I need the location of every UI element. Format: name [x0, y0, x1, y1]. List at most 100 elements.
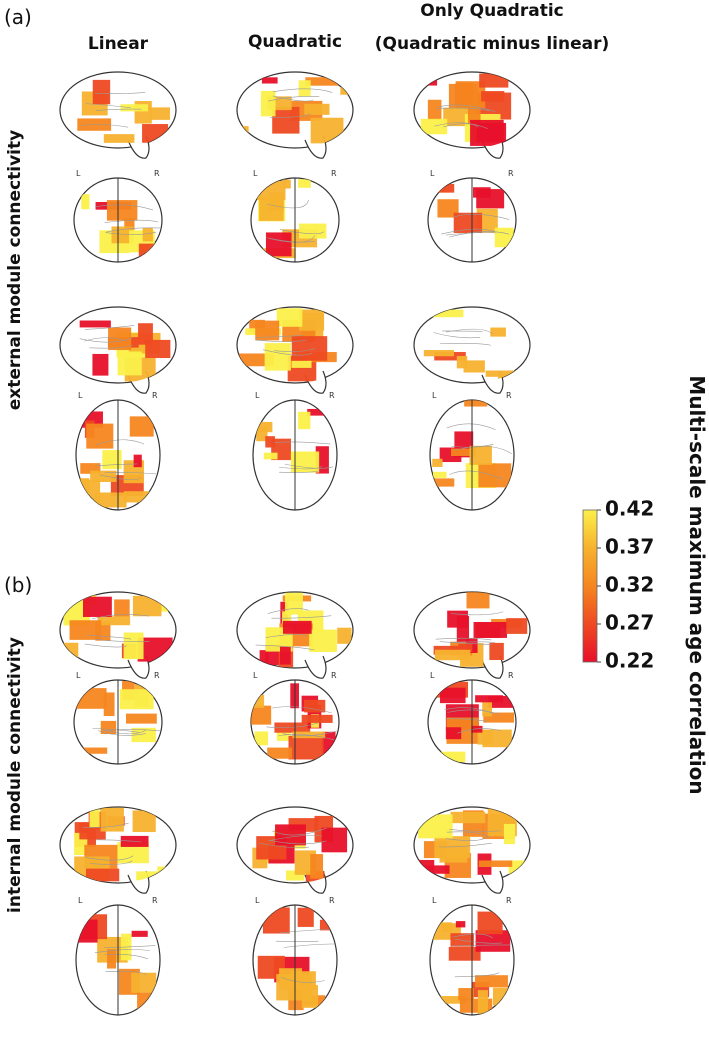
activation-blob [265, 343, 291, 370]
activation-blob [86, 424, 113, 449]
brain-view [414, 592, 530, 678]
orientation-label: L [255, 391, 260, 400]
colorbar-scale [583, 510, 597, 662]
colorbar-label: Multi-scale maximum age correlation [685, 375, 709, 794]
activation-blob [299, 224, 326, 239]
activation-blob [269, 193, 283, 212]
orientation-label: L [78, 391, 83, 400]
orientation-label: R [152, 896, 158, 905]
activation-blob [277, 308, 303, 326]
colorbar-tick-label: 0.42 [605, 497, 654, 521]
activation-blob [132, 931, 148, 937]
orientation-label: L [432, 391, 437, 400]
activation-blob [490, 328, 506, 337]
activation-blob [482, 702, 492, 717]
activation-blob [307, 409, 333, 416]
brain-view [414, 307, 530, 393]
activation-blob [272, 107, 299, 134]
activation-blob [77, 480, 100, 506]
activation-blob [298, 179, 311, 188]
activation-blob [421, 119, 447, 134]
activation-blob [267, 748, 292, 759]
brain-view [237, 592, 353, 678]
activation-blob [482, 730, 511, 748]
activation-blob [424, 350, 454, 356]
activation-blob [102, 450, 121, 469]
orientation-label: R [329, 896, 335, 905]
activation-blob [289, 736, 324, 759]
activation-blob [120, 689, 154, 709]
activation-blob [133, 596, 161, 616]
orientation-label: R [152, 391, 158, 400]
activation-blob [291, 361, 311, 368]
activation-blob [474, 622, 507, 638]
activation-blob [337, 628, 351, 644]
activation-blob [322, 828, 348, 853]
activation-blob [432, 459, 442, 467]
activation-blob [495, 228, 514, 247]
activation-blob [447, 611, 468, 628]
activation-blob [83, 748, 108, 754]
activation-blob [479, 860, 512, 867]
activation-blob [435, 752, 466, 762]
orientation-label: R [331, 671, 337, 680]
activation-blob [114, 599, 130, 616]
activation-blob [70, 620, 102, 640]
colorbar-tick-label: 0.22 [605, 649, 654, 673]
colorbar-tick-label: 0.27 [605, 611, 654, 635]
activation-blob [126, 714, 157, 724]
activation-blob [98, 616, 130, 625]
activation-blob [80, 321, 111, 328]
activation-blob [101, 808, 124, 832]
activation-blob [477, 123, 506, 142]
activation-blob [457, 356, 467, 368]
activation-blob [304, 104, 329, 115]
activation-blob [456, 921, 465, 927]
activation-blob [481, 91, 504, 101]
column-header: (Quadratic minus linear) [375, 34, 609, 54]
column-header: Quadratic [248, 32, 342, 52]
column-header: Only Quadratic [420, 1, 563, 21]
orientation-label: L [432, 896, 437, 905]
orientation-label: L [430, 169, 435, 178]
brain-view [60, 72, 176, 158]
activation-blob [104, 692, 115, 716]
activation-blob [467, 592, 490, 608]
activation-blob [310, 854, 323, 879]
activation-blob [120, 104, 148, 111]
brain-view [237, 807, 353, 893]
activation-blob [506, 618, 527, 634]
orientation-label: R [329, 391, 335, 400]
brain-view [414, 807, 530, 893]
orientation-label: L [430, 671, 435, 680]
activation-blob [265, 436, 275, 447]
orientation-label: R [154, 169, 160, 178]
activation-blob [475, 695, 503, 702]
panel-label: (a) [4, 5, 32, 29]
activation-blob [251, 706, 271, 725]
brain-view [414, 72, 530, 158]
activation-blob [299, 309, 324, 330]
activation-blob [302, 715, 333, 723]
activation-blob [280, 647, 291, 665]
orientation-label: R [508, 671, 514, 680]
colorbar-tick-label: 0.32 [605, 573, 654, 597]
activation-blob [418, 814, 453, 838]
orientation-label: L [76, 671, 81, 680]
activation-blob [298, 908, 314, 927]
activation-blob [446, 727, 461, 739]
activation-blob [266, 232, 292, 256]
activation-blob [145, 340, 170, 358]
orientation-label: L [253, 169, 258, 178]
